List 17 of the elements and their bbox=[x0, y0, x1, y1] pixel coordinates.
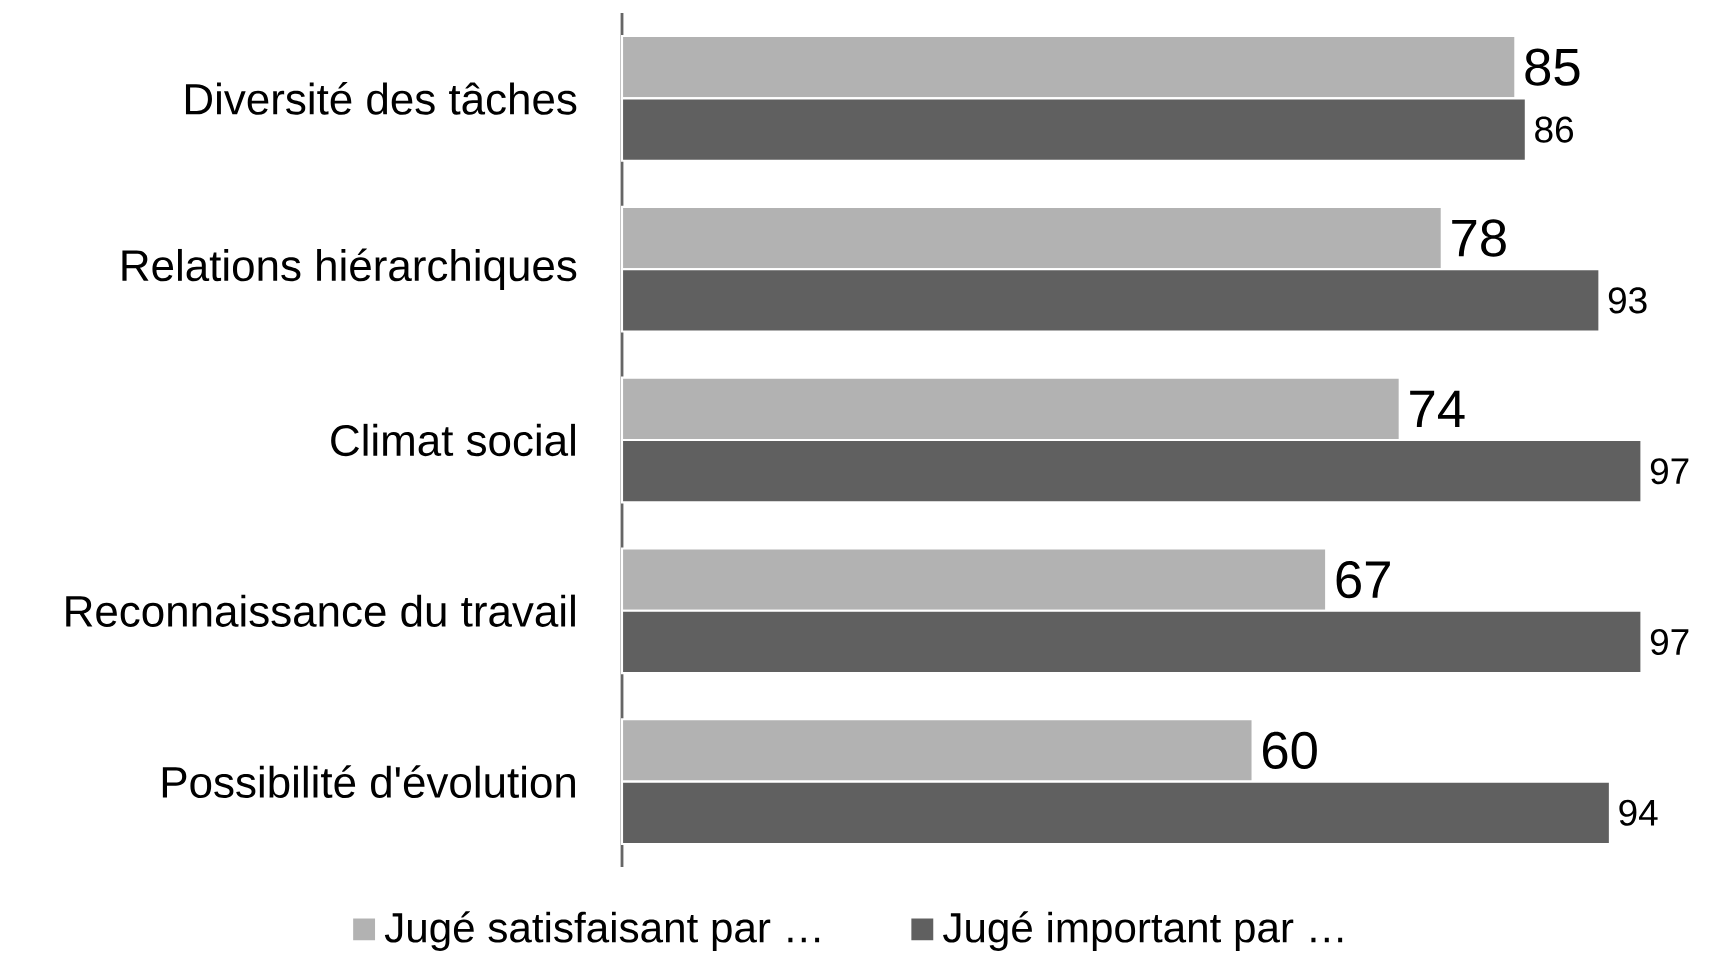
y-tick-label: Relations hiérarchiques bbox=[122, 248, 577, 290]
data-label: 85 bbox=[1525, 48, 1580, 86]
data-label: 74 bbox=[1410, 390, 1465, 427]
data-label: 67 bbox=[1336, 560, 1390, 599]
y-tick-label: Diversité des tâches bbox=[185, 82, 577, 115]
data-label: 60 bbox=[1263, 731, 1317, 770]
data-label: 94 bbox=[1619, 799, 1658, 826]
y-tick-label: Possibilité d'évolution bbox=[162, 765, 575, 798]
data-label: 78 bbox=[1452, 219, 1506, 257]
data-label: 93 bbox=[1608, 287, 1647, 314]
data-label: 97 bbox=[1650, 628, 1689, 656]
legend-label: Jugé satisfaisant par … bbox=[384, 911, 820, 951]
y-tick-label: Reconnaissance du travail bbox=[66, 594, 575, 627]
data-label: 97 bbox=[1650, 458, 1689, 485]
data-label: 86 bbox=[1535, 116, 1573, 143]
legend-label: Jugé important par … bbox=[943, 911, 1343, 951]
y-tick-label: Climat social bbox=[331, 423, 575, 457]
